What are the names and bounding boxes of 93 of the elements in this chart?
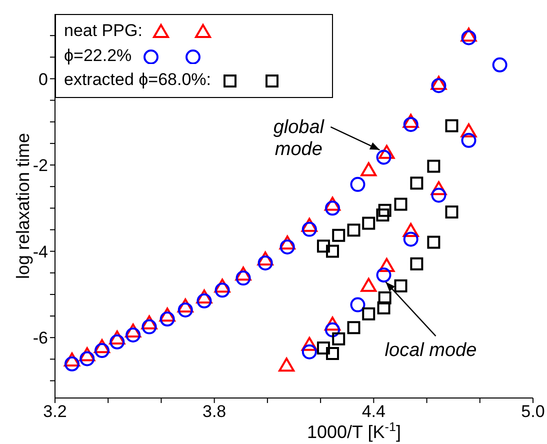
- point: [461, 30, 476, 46]
- point: [332, 228, 346, 242]
- point: [302, 222, 317, 237]
- point: [326, 347, 340, 360]
- point: [402, 223, 419, 238]
- point: [94, 339, 110, 354]
- point: [394, 279, 408, 292]
- point: [332, 332, 346, 346]
- legend-label: ϕ=22.2%: [64, 44, 132, 66]
- point: [410, 176, 424, 190]
- point: [79, 347, 96, 362]
- legend-label: neat PPG:: [64, 20, 142, 42]
- point: [402, 114, 419, 128]
- point: [378, 291, 392, 304]
- point: [430, 181, 447, 196]
- annotation: global mode: [273, 116, 325, 160]
- point: [430, 76, 447, 90]
- point: [326, 244, 340, 258]
- point: [445, 119, 458, 132]
- y-tick-label: 0: [38, 70, 48, 89]
- point: [378, 258, 395, 272]
- point: [324, 316, 341, 331]
- y-tick-label: -4: [32, 242, 48, 262]
- point: [316, 341, 330, 354]
- point: [460, 123, 477, 138]
- x-tick-label: 4.4: [362, 402, 386, 422]
- point: [257, 252, 274, 266]
- point: [461, 132, 476, 148]
- point: [142, 319, 157, 334]
- x-axis-title: 1000/T [K$^{-1}$]: [307, 420, 401, 442]
- point: [159, 308, 176, 322]
- point: [403, 232, 418, 247]
- point: [236, 270, 251, 286]
- point: [347, 321, 360, 334]
- point: [427, 160, 440, 173]
- point: [64, 352, 80, 366]
- point: [403, 116, 418, 132]
- point: [362, 216, 376, 230]
- point: [325, 200, 340, 216]
- point: [431, 188, 446, 203]
- point: [378, 204, 392, 217]
- point: [376, 268, 392, 283]
- point: [196, 293, 212, 308]
- point: [278, 358, 295, 372]
- point: [350, 297, 366, 312]
- point: [316, 240, 330, 253]
- point: [362, 307, 376, 320]
- point: [214, 282, 230, 298]
- point: [160, 312, 175, 327]
- point: [376, 208, 390, 222]
- point: [347, 224, 360, 237]
- point: [377, 301, 390, 314]
- point: [360, 162, 377, 176]
- point: [196, 289, 212, 304]
- point: [394, 198, 408, 211]
- point: [431, 78, 446, 94]
- point: [378, 144, 395, 159]
- point: [80, 351, 95, 366]
- annotation: local mode: [384, 340, 477, 362]
- point: [360, 278, 377, 292]
- point: [258, 255, 273, 270]
- point: [460, 28, 477, 42]
- point: [141, 315, 158, 330]
- point: [214, 278, 230, 293]
- point: [280, 240, 295, 254]
- point: [376, 150, 392, 165]
- point: [177, 298, 194, 313]
- point: [279, 236, 296, 250]
- point: [125, 324, 142, 338]
- point: [64, 356, 80, 372]
- point: [492, 57, 508, 72]
- x-tick-label: 5.0: [521, 402, 545, 422]
- point: [445, 206, 458, 219]
- point: [302, 344, 317, 360]
- point: [427, 236, 440, 249]
- point: [350, 176, 366, 192]
- point: [324, 196, 341, 211]
- x-tick-label: 3.2: [43, 402, 67, 422]
- x-tick-label: 3.8: [202, 402, 226, 422]
- point: [178, 302, 193, 318]
- point: [126, 328, 141, 342]
- point: [235, 266, 252, 281]
- point: [325, 322, 340, 338]
- y-axis-title: log relaxation time: [12, 132, 33, 280]
- point: [301, 336, 318, 351]
- y-tick-label: -2: [32, 156, 48, 176]
- legend-label: extracted ϕ=68.0%:: [64, 69, 212, 91]
- point: [109, 330, 126, 344]
- point: [110, 334, 125, 350]
- point: [94, 343, 110, 358]
- point: [410, 257, 424, 270]
- point: [301, 218, 318, 232]
- y-tick-label: -6: [32, 328, 48, 348]
